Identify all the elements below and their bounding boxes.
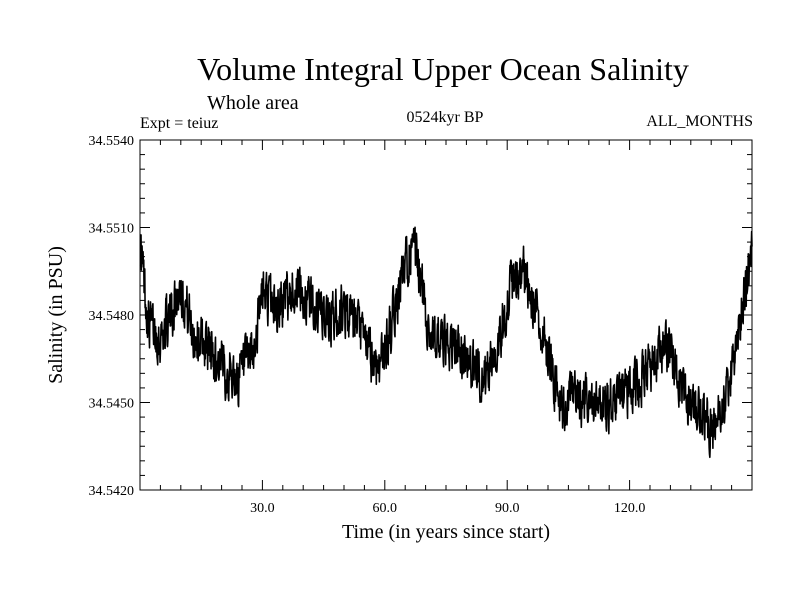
experiment-label: Expt = teiuz	[140, 115, 218, 132]
y-tick-label: 34.5450	[89, 397, 135, 412]
y-tick-label: 34.5510	[89, 222, 135, 237]
y-axis-label: Salinity (in PSU)	[45, 246, 67, 384]
salinity-series-line	[139, 226, 753, 459]
axis-ticks	[140, 139, 752, 491]
x-tick-label: 60.0	[373, 501, 398, 516]
data-series	[139, 226, 753, 459]
x-tick-label: 30.0	[250, 501, 275, 516]
x-axis-label: Time (in years since start)	[342, 521, 550, 543]
plot-frame	[139, 139, 753, 491]
y-tick-label: 34.5540	[89, 134, 135, 149]
y-tick-label: 34.5420	[89, 484, 135, 499]
y-tick-label: 34.5480	[89, 309, 135, 324]
tick-labels: 34.5420 34.5450 34.5480 34.5510 34.5540 30.0 6…	[89, 134, 646, 516]
chart-subtitle: Whole area	[207, 92, 299, 114]
period-label: 0524kyr BP	[407, 109, 484, 126]
chart-title: Volume Integral Upper Ocean Salinity	[197, 51, 689, 87]
x-tick-label: 90.0	[495, 501, 520, 516]
x-tick-label: 120.0	[614, 501, 646, 516]
months-label: ALL_MONTHS	[646, 113, 753, 130]
